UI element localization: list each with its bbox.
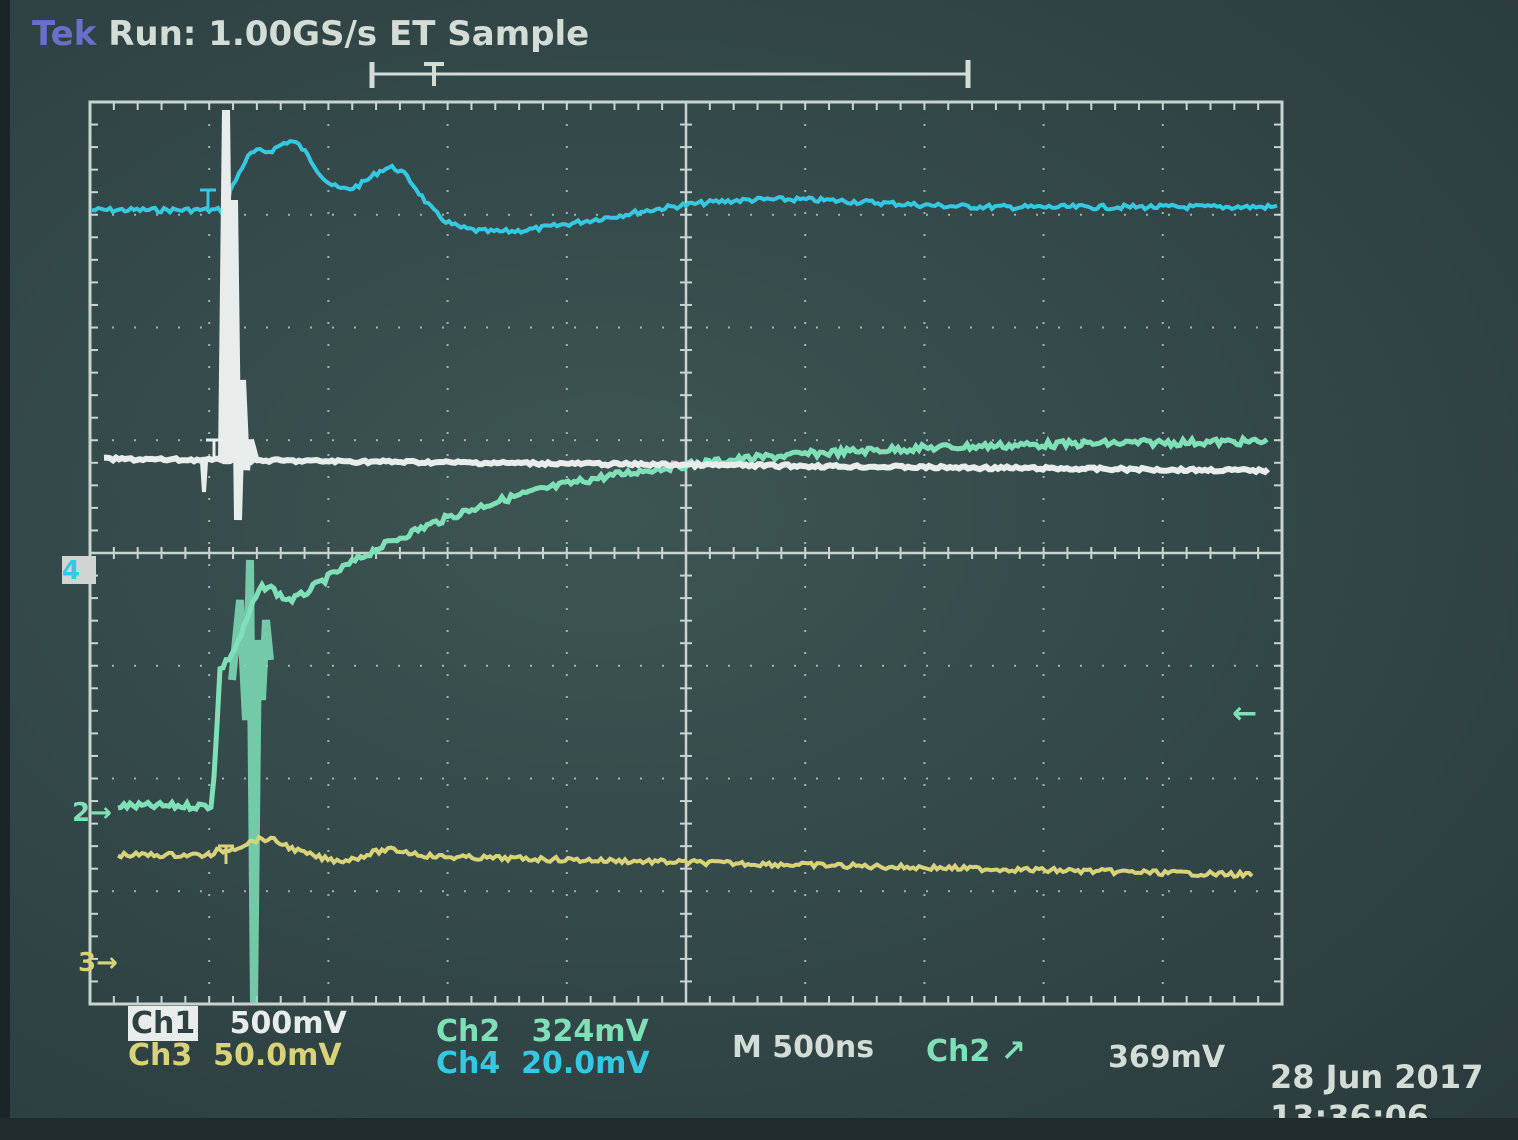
ch1-readout: Ch1 500mV: [128, 1006, 347, 1041]
ch3-label: Ch3: [128, 1038, 193, 1073]
graticule: [88, 100, 1284, 1006]
ch1-glitch: [200, 461, 208, 493]
ch3-readout: Ch3 50.0mV: [128, 1038, 342, 1073]
ch1-label: Ch1: [128, 1006, 199, 1041]
trigger-source-label: Ch2: [926, 1034, 991, 1069]
ch2-trace: [117, 434, 1269, 813]
ch2-ground-marker: 2→: [72, 798, 112, 828]
ch4-trace: [91, 139, 1278, 236]
ch3-trace: [117, 834, 1254, 880]
ch4-label: Ch4: [436, 1046, 501, 1081]
acquisition-status: Tek Run: 1.00GS/s ET Sample: [32, 14, 589, 54]
ch2-label: Ch2: [436, 1014, 501, 1049]
ch2-readout: Ch2 324mV: [436, 1014, 649, 1049]
trigger-level: 369mV: [1108, 1040, 1226, 1075]
brand-logo: Tek: [32, 14, 97, 54]
date-readout: 28 Jun 2017: [1270, 1058, 1484, 1096]
trigger-slope-icon: ↗: [1000, 1034, 1026, 1069]
ch4-readout: Ch4 20.0mV: [436, 1046, 650, 1081]
ch1-trace: [103, 453, 1271, 476]
ch4-ground-marker: 4: [62, 556, 96, 586]
ch2-ringing: [228, 559, 274, 1005]
trigger-source: Ch2 ↗: [926, 1034, 1026, 1069]
ch3-ground-marker: 3→: [78, 948, 118, 978]
trigger-point-icon: [218, 844, 234, 864]
bezel-left: [0, 0, 10, 1140]
ch1-spike: [218, 109, 260, 521]
trigger-point-icon: [206, 438, 222, 458]
status-text: Run: 1.00GS/s ET Sample: [108, 14, 590, 54]
ch1-scale: 500mV: [229, 1006, 347, 1041]
ch3-scale: 50.0mV: [213, 1038, 342, 1073]
bezel-bottom: [0, 1118, 1518, 1140]
ch4-scale: 20.0mV: [521, 1046, 650, 1081]
trigger-level-arrow-icon: ←: [1232, 696, 1258, 731]
timebase-readout: M 500ns: [732, 1030, 875, 1065]
record-position-bar: [369, 60, 971, 88]
trigger-point-icon: [200, 188, 216, 208]
ch2-scale: 324mV: [531, 1014, 649, 1049]
